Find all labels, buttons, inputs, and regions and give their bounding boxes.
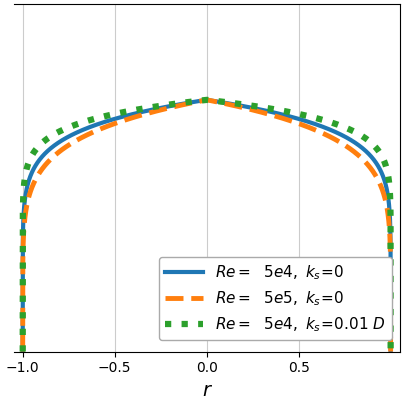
Legend: $Re = \ \ 5e4, \ k_s\!=\!0$, $Re = \ \ 5e5, \ k_s\!=\!0$, $Re = \ \ 5e4, \ k_s\!: $Re = \ \ 5e4, \ k_s\!=\!0$, $Re = \ \ 5… bbox=[159, 257, 392, 341]
X-axis label: r: r bbox=[203, 381, 210, 400]
